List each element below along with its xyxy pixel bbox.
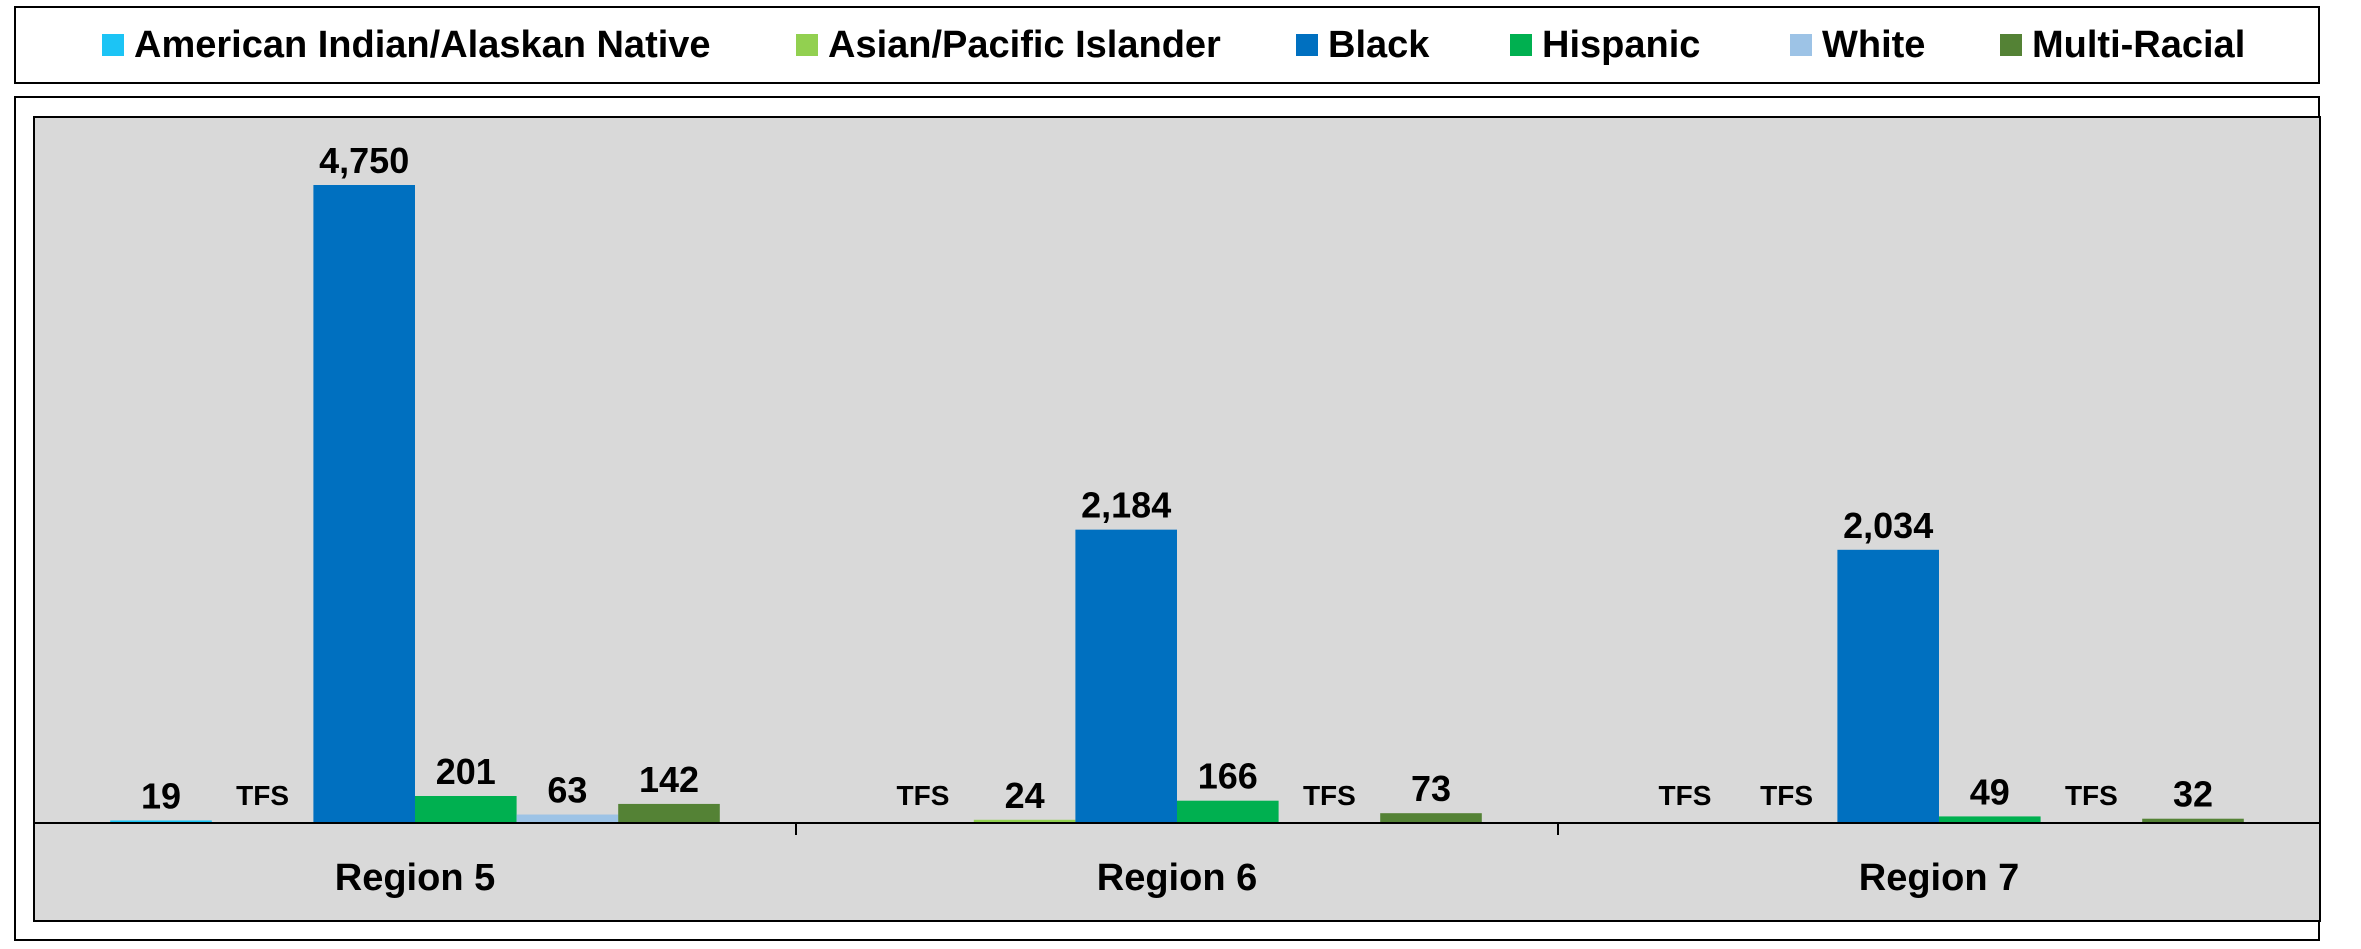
- bar: [1837, 549, 1939, 823]
- bar: [415, 796, 517, 823]
- legend-item: American Indian/Alaskan Native: [102, 8, 711, 82]
- data-label: 4,750: [319, 140, 409, 181]
- data-label: 19: [141, 775, 181, 816]
- legend-item: Multi-Racial: [2000, 8, 2245, 82]
- data-label: 63: [547, 770, 587, 811]
- data-label: TFS: [1760, 780, 1813, 811]
- legend-label: Hispanic: [1542, 23, 1701, 66]
- data-label: 73: [1411, 768, 1451, 809]
- bar: [516, 814, 619, 823]
- data-label: TFS: [1303, 780, 1356, 811]
- bar: [973, 819, 1076, 823]
- category-label: Region 5: [335, 857, 495, 899]
- bar: [1075, 529, 1177, 823]
- bar: [1177, 800, 1279, 823]
- legend-swatch: [1790, 34, 1812, 56]
- legend-item: Hispanic: [1510, 8, 1700, 82]
- bar: [1939, 816, 2041, 823]
- data-label: 142: [639, 759, 699, 800]
- data-label: 201: [436, 751, 496, 792]
- legend-swatch: [2000, 34, 2022, 56]
- legend-item: Black: [1296, 8, 1429, 82]
- data-label: TFS: [897, 780, 950, 811]
- legend-item: Asian/Pacific Islander: [796, 8, 1221, 82]
- data-label: TFS: [236, 780, 289, 811]
- legend-label: American Indian/Alaskan Native: [134, 23, 711, 66]
- legend-swatch: [1296, 34, 1318, 56]
- data-label: TFS: [1659, 780, 1712, 811]
- data-label: 32: [2173, 774, 2213, 815]
- legend-label: Asian/Pacific Islander: [828, 23, 1221, 66]
- bar: [313, 185, 415, 823]
- legend-swatch: [102, 34, 124, 56]
- legend-swatch: [796, 34, 818, 56]
- data-label: 166: [1198, 756, 1258, 797]
- bar: [2142, 818, 2244, 823]
- data-label: 2,184: [1081, 485, 1171, 526]
- legend-label: Multi-Racial: [2032, 23, 2246, 66]
- chart-legend: American Indian/Alaskan Native Asian/Paci…: [14, 6, 2320, 84]
- category-label: Region 7: [1859, 857, 2019, 899]
- data-label: 24: [1005, 775, 1045, 816]
- data-label: TFS: [2065, 780, 2118, 811]
- legend-swatch: [1510, 34, 1532, 56]
- category-label: Region 6: [1097, 857, 1257, 899]
- legend-item: White: [1790, 8, 1925, 82]
- bar: [1380, 813, 1482, 823]
- legend-label: Black: [1328, 23, 1430, 66]
- legend-label: White: [1822, 23, 1926, 66]
- bar: [110, 820, 212, 823]
- bar: [618, 803, 720, 823]
- data-label: 2,034: [1843, 505, 1933, 546]
- data-label: 49: [1970, 771, 2010, 812]
